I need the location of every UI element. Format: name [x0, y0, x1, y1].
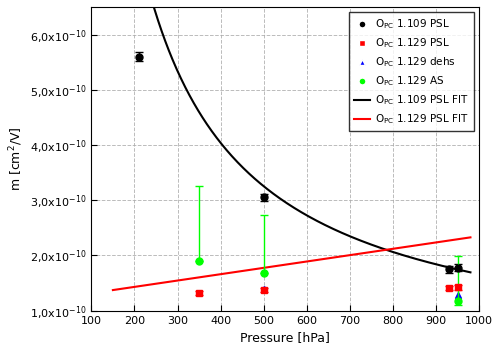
X-axis label: Pressure [hPa]: Pressure [hPa] [240, 331, 330, 344]
Legend: O$_\mathrm{PC}$ 1.109 PSL, O$_\mathrm{PC}$ 1.129 PSL, O$_\mathrm{PC}$ 1.129 dehs: O$_\mathrm{PC}$ 1.109 PSL, O$_\mathrm{PC… [349, 12, 474, 131]
Y-axis label: m [cm$^2$/V]: m [cm$^2$/V] [7, 126, 24, 191]
